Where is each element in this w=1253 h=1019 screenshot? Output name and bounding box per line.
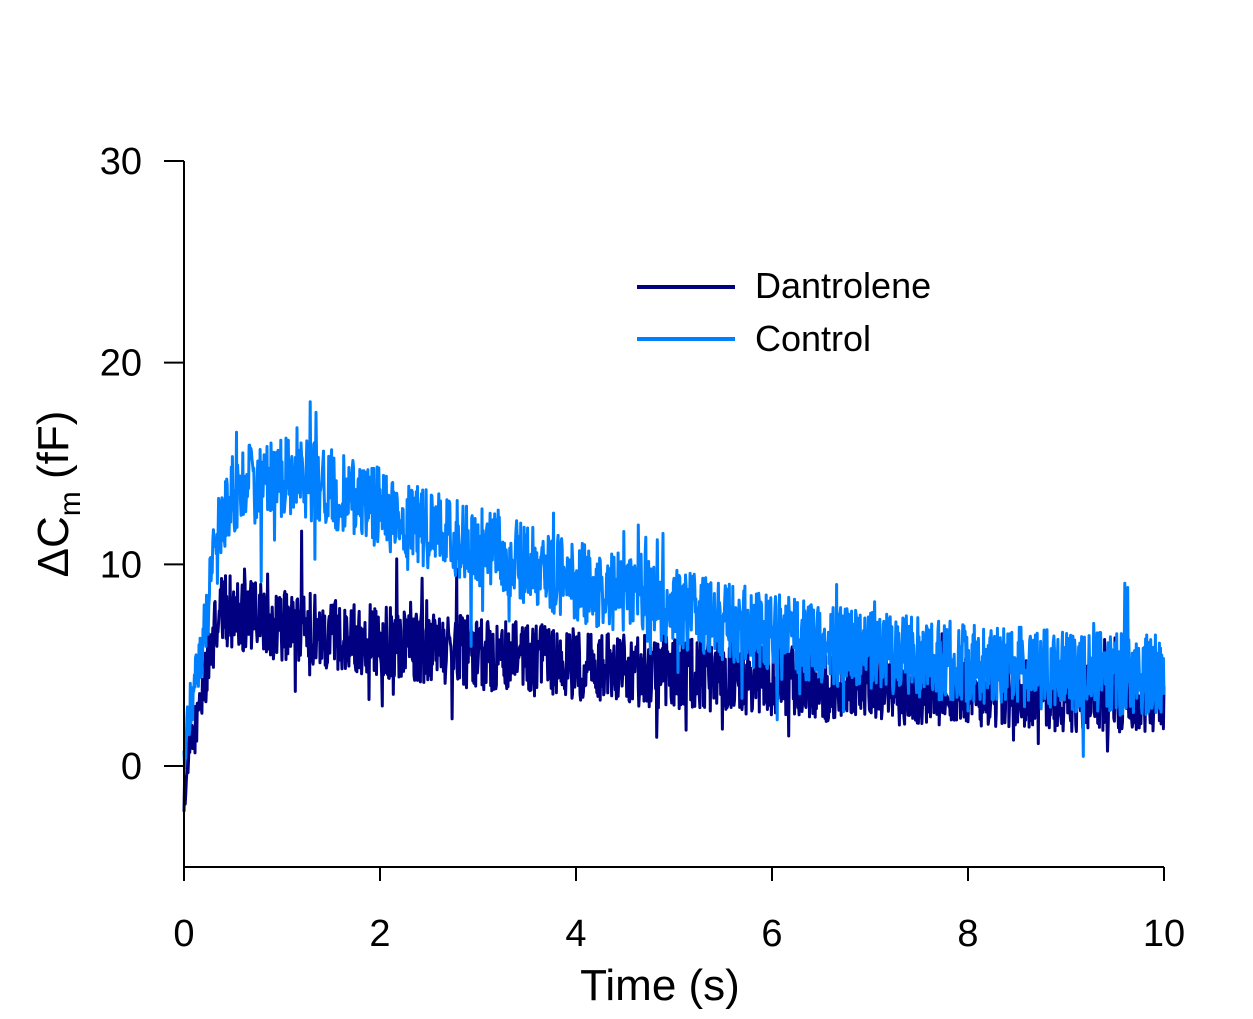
y-tick-label: 30 [100,141,142,183]
legend: Dantrolene Control [637,265,931,359]
y-axis-label-suffix: (fF) [29,411,78,492]
legend-label-control: Control [755,318,871,359]
x-tick-label: 6 [761,913,782,955]
x-tick-label: 10 [1143,913,1185,955]
y-ticks: 0 10 20 30 [100,141,184,788]
y-axis-label-prefix: ΔC [29,516,78,577]
x-ticks: 0 2 4 6 8 10 [173,867,1185,955]
y-tick-label: 10 [100,544,142,586]
x-tick-label: 8 [957,913,978,955]
axes [183,161,1164,868]
x-tick-label: 0 [173,913,194,955]
legend-label-dantrolene: Dantrolene [755,265,931,306]
x-tick-label: 4 [565,913,586,955]
series-line-control [182,400,1166,770]
series-layer [182,400,1166,812]
y-tick-label: 20 [100,343,142,385]
x-axis-label: Time (s) [580,961,740,1010]
x-tick-label: 2 [369,913,390,955]
y-tick-label: 0 [121,746,142,788]
y-axis-label-subscript: m [54,491,87,516]
y-axis-label: ΔCm (fF) [29,411,87,578]
